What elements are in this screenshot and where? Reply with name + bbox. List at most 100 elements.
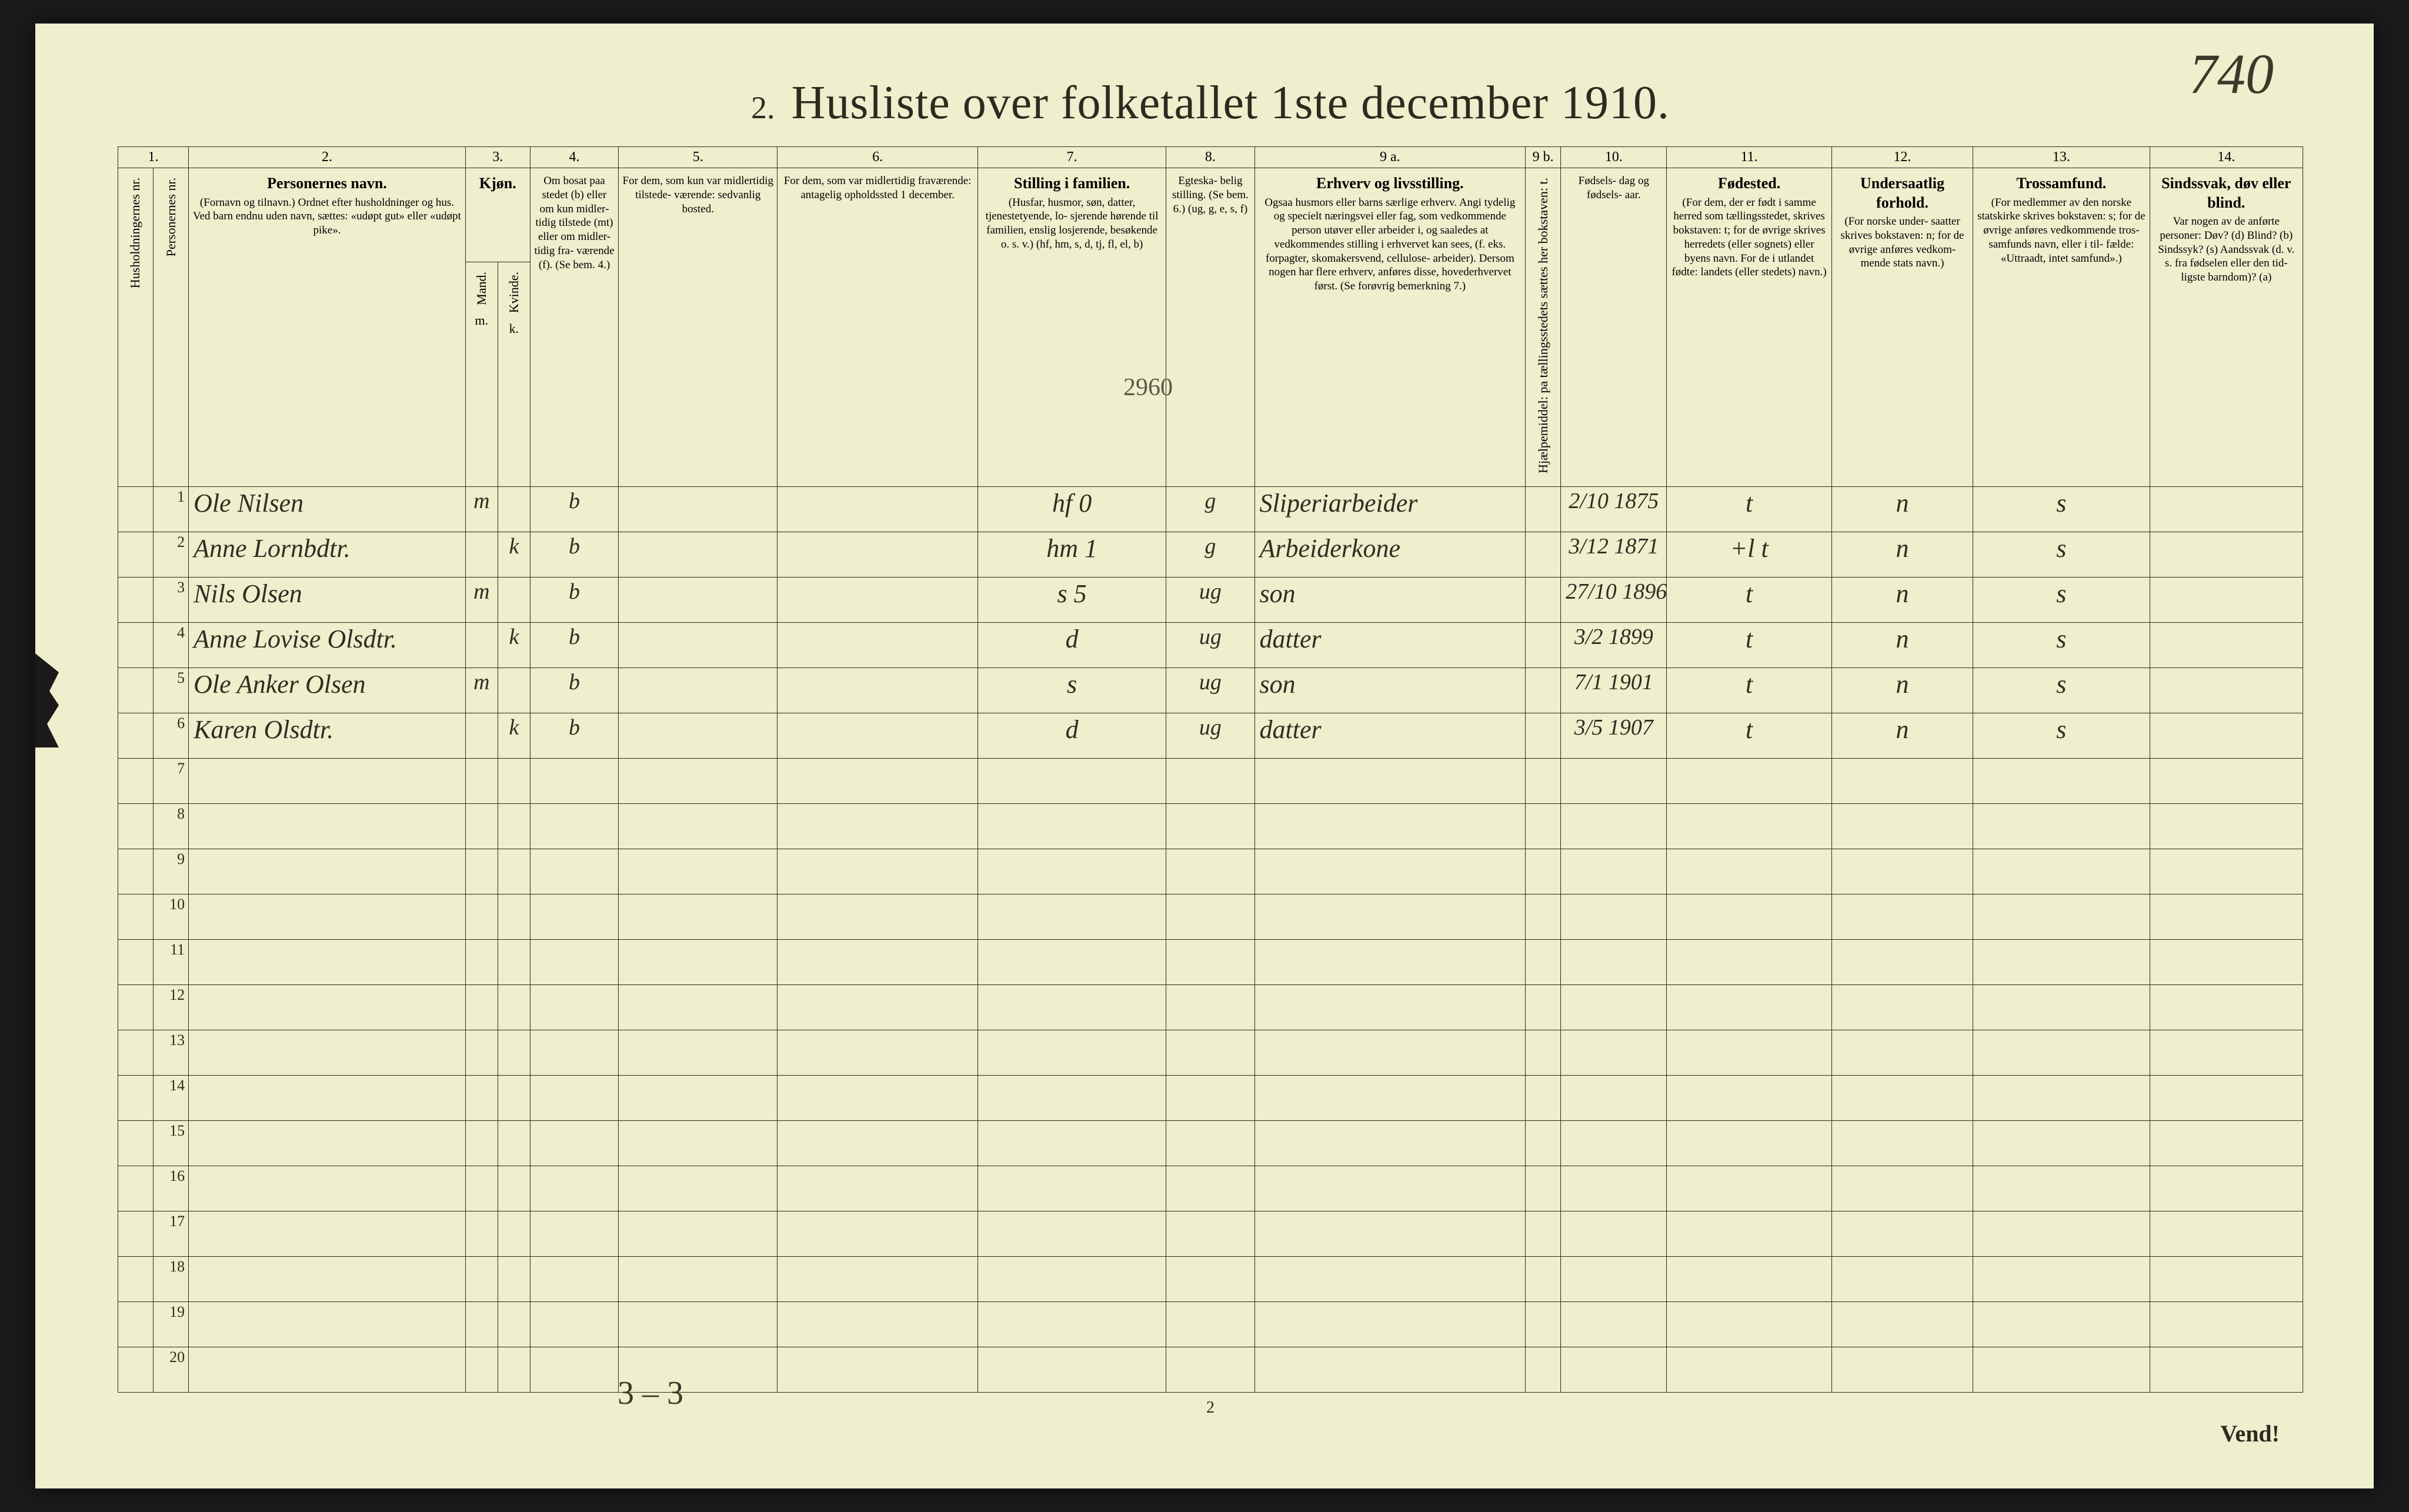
cell: k: [498, 623, 530, 668]
hdr-birth-sub: Fødsels- dag og fødsels- aar.: [1564, 174, 1663, 202]
cell: [118, 1166, 154, 1211]
cell: [1561, 985, 1667, 1030]
cell: [977, 985, 1166, 1030]
cell: [1831, 804, 1973, 849]
cell: [189, 1347, 466, 1393]
cell: [1973, 894, 2150, 940]
cell: [465, 713, 498, 759]
cell: [1831, 1347, 1973, 1393]
cell: [2150, 623, 2303, 668]
cell: [619, 623, 778, 668]
hdr-household-nr-text: Husholdningernes nr.: [128, 174, 142, 292]
cell: [118, 623, 154, 668]
cell: n: [1831, 487, 1973, 532]
bottom-page-number: 2: [118, 1398, 2303, 1417]
cell: [189, 1257, 466, 1302]
cell: [1973, 985, 2150, 1030]
cell: [1526, 940, 1561, 985]
cell: datter: [1254, 713, 1526, 759]
cell: [498, 578, 530, 623]
hdr-marital-sub: Egteska- belig stilling. (Se bem. 6.) (u…: [1170, 174, 1250, 216]
cell: [1561, 1166, 1667, 1211]
cell: [778, 894, 977, 940]
cell: [498, 1257, 530, 1302]
cell: [1831, 894, 1973, 940]
cell: g: [1166, 487, 1254, 532]
hdr-name-sub: (Fornavn og tilnavn.) Ordnet efter husho…: [192, 196, 462, 238]
cell: b: [530, 713, 618, 759]
cell: s 5: [977, 578, 1166, 623]
cell: n: [1831, 532, 1973, 578]
hdr-birthplace: Fødested. (For dem, der er født i samme …: [1667, 168, 1831, 487]
cell: [778, 804, 977, 849]
cell: [977, 1347, 1166, 1393]
hdr-sex-m-foot: m.: [475, 313, 489, 328]
cell: [465, 985, 498, 1030]
cell: [1526, 1211, 1561, 1257]
hdr-sex-title: Kjøn.: [469, 174, 526, 193]
cell: [1166, 985, 1254, 1030]
scan-frame: 740 2. Husliste over folketallet 1ste de…: [0, 0, 2409, 1512]
cell: [778, 1347, 977, 1393]
cell: ug: [1166, 623, 1254, 668]
cell: [2150, 1347, 2303, 1393]
cell: [1667, 985, 1831, 1030]
cell: s: [1973, 713, 2150, 759]
hdr-birthplace-title: Fødested.: [1670, 174, 1827, 193]
cell: [465, 849, 498, 894]
cell: 12: [154, 985, 189, 1030]
cell: [2150, 849, 2303, 894]
cell: [778, 713, 977, 759]
cell: [1561, 1347, 1667, 1393]
cell: [530, 1257, 618, 1302]
cell: 5: [154, 668, 189, 713]
cell: [2150, 1076, 2303, 1121]
cell: [1254, 1030, 1526, 1076]
hdr-temp-present-sub: For dem, som kun var midlertidig tilsted…: [622, 174, 773, 216]
document-page: 740 2. Husliste over folketallet 1ste de…: [35, 24, 2374, 1488]
cell: [1667, 849, 1831, 894]
cell: [778, 1076, 977, 1121]
cell: s: [977, 668, 1166, 713]
torn-edge: [35, 653, 59, 747]
cell: 6: [154, 713, 189, 759]
cell: [1254, 1257, 1526, 1302]
cell: [498, 849, 530, 894]
cell: [118, 759, 154, 804]
cell: [1561, 804, 1667, 849]
table-row: 16: [118, 1166, 2303, 1211]
cell: [1667, 1166, 1831, 1211]
cell: s: [1973, 668, 2150, 713]
hdr-nationality-sub: (For norske under- saatter skrives bokst…: [1836, 215, 1969, 271]
cell: [619, 804, 778, 849]
cell: [1973, 1076, 2150, 1121]
cell: [1166, 804, 1254, 849]
hdr-occupation: Erhverv og livsstilling. Ogsaa husmors e…: [1254, 168, 1526, 487]
hdr-religion-title: Trossamfund.: [1977, 174, 2146, 193]
cell: [1973, 1347, 2150, 1393]
cell: [465, 1121, 498, 1166]
cell: [778, 1302, 977, 1347]
cell: s: [1973, 532, 2150, 578]
cell: [2150, 940, 2303, 985]
cell: [1973, 759, 2150, 804]
cell: [1526, 1302, 1561, 1347]
cell: [498, 1076, 530, 1121]
cell: [1526, 487, 1561, 532]
hdr-family-position-sub: (Husfar, husmor, søn, datter, tjenestety…: [982, 196, 1162, 252]
cell: [2150, 487, 2303, 532]
cell: [465, 1302, 498, 1347]
hdr-temp-absent: For dem, som var midlertidig fraværende:…: [778, 168, 977, 487]
cell: k: [498, 713, 530, 759]
cell: ug: [1166, 578, 1254, 623]
cell: [189, 1166, 466, 1211]
header-row: Husholdningernes nr. Personernes nr. Per…: [118, 168, 2303, 262]
cell: [1166, 1076, 1254, 1121]
cell: 17: [154, 1211, 189, 1257]
cell: [1526, 849, 1561, 894]
cell: [189, 849, 466, 894]
cell: [1561, 1211, 1667, 1257]
cell: [465, 804, 498, 849]
hdr-sex-k-text: Kvinde.: [507, 268, 521, 316]
cell: [465, 1211, 498, 1257]
